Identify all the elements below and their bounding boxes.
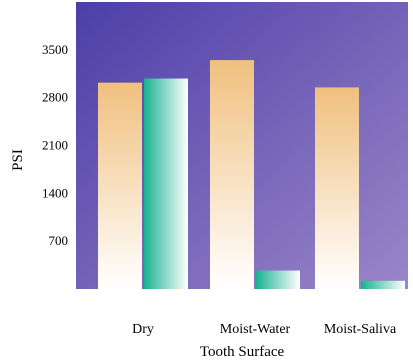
x-category-label: Moist-Saliva — [324, 322, 397, 337]
bar-series1-dry — [98, 82, 142, 289]
y-tick-label: 2100 — [42, 138, 68, 153]
bar-series1-moist-saliva — [315, 87, 359, 290]
y-tick-label: 1400 — [42, 185, 68, 200]
y-tick-label: 700 — [49, 233, 69, 248]
bar-series2-dry — [144, 78, 188, 290]
y-tick-label: 2800 — [42, 90, 68, 105]
y-axis-title: PSI — [10, 149, 26, 171]
y-tick-label: 3500 — [42, 42, 68, 57]
x-category-label: Dry — [132, 322, 154, 337]
bars-group — [98, 60, 405, 290]
x-axis-labels: Dry Moist-Water Moist-Saliva — [132, 322, 397, 337]
bar-series2-moist-water — [256, 270, 300, 289]
x-axis-title: Tooth Surface — [200, 344, 285, 360]
bar-series1-moist-water — [210, 60, 254, 290]
y-axis-ticks: 700 1400 2100 2800 3500 — [42, 42, 68, 248]
x-category-label: Moist-Water — [220, 322, 291, 337]
bar-series2-moist-saliva — [361, 280, 405, 289]
